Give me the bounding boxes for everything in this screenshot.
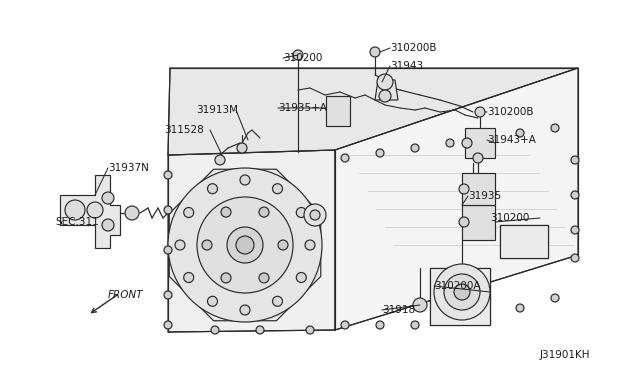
Text: 31935: 31935 [468,191,501,201]
Text: J31901KH: J31901KH [540,350,591,360]
Circle shape [370,47,380,57]
Circle shape [571,226,579,234]
Ellipse shape [197,197,293,293]
Polygon shape [335,68,578,330]
Circle shape [125,206,139,220]
Circle shape [306,326,314,334]
Polygon shape [168,150,335,332]
Text: 31918: 31918 [382,305,415,315]
Circle shape [481,134,489,142]
Circle shape [454,284,470,300]
Text: 310200: 310200 [490,213,529,223]
Circle shape [296,273,307,282]
Circle shape [211,326,219,334]
Text: 31935+A: 31935+A [278,103,327,113]
Circle shape [259,273,269,283]
Circle shape [475,107,485,117]
Circle shape [102,192,114,204]
Circle shape [459,217,469,227]
Polygon shape [500,225,548,258]
Circle shape [571,156,579,164]
Circle shape [240,175,250,185]
Text: 31943+A: 31943+A [487,135,536,145]
Circle shape [377,74,393,90]
Circle shape [102,219,114,231]
Circle shape [413,298,427,312]
Circle shape [202,240,212,250]
Circle shape [446,316,454,324]
Text: 311528: 311528 [164,125,204,135]
Ellipse shape [236,236,254,254]
Circle shape [551,124,559,132]
Circle shape [164,291,172,299]
Circle shape [184,273,194,282]
Circle shape [278,240,288,250]
Circle shape [341,321,349,329]
Circle shape [207,296,218,306]
Circle shape [411,144,419,152]
Circle shape [207,184,218,194]
Circle shape [221,207,231,217]
Circle shape [305,240,315,250]
Circle shape [164,206,172,214]
Text: 310200: 310200 [283,53,323,63]
Circle shape [273,296,282,306]
Circle shape [164,246,172,254]
Text: 310200A: 310200A [434,281,481,291]
Circle shape [411,321,419,329]
Circle shape [293,50,303,60]
Circle shape [379,90,391,102]
Circle shape [164,321,172,329]
Polygon shape [375,80,398,100]
Text: SEC.311: SEC.311 [55,217,99,227]
Circle shape [376,321,384,329]
Circle shape [516,304,524,312]
Circle shape [273,184,282,194]
Circle shape [175,240,185,250]
Polygon shape [430,268,490,325]
Text: 310200B: 310200B [487,107,534,117]
Circle shape [184,208,194,218]
Polygon shape [60,175,120,248]
Polygon shape [462,173,495,205]
Circle shape [481,311,489,319]
Circle shape [376,149,384,157]
Circle shape [571,191,579,199]
Polygon shape [462,205,495,240]
Circle shape [434,264,490,320]
Ellipse shape [310,210,320,220]
Ellipse shape [227,227,263,263]
Polygon shape [326,96,350,126]
Text: 31943: 31943 [390,61,423,71]
Ellipse shape [168,168,322,322]
Circle shape [571,254,579,262]
Text: 31937N: 31937N [108,163,149,173]
Polygon shape [168,68,578,155]
Circle shape [215,155,225,165]
Circle shape [459,184,469,194]
Circle shape [516,129,524,137]
Circle shape [296,208,307,218]
Circle shape [87,202,103,218]
Circle shape [551,294,559,302]
Circle shape [164,171,172,179]
Circle shape [259,207,269,217]
Circle shape [221,273,231,283]
Circle shape [473,153,483,163]
Circle shape [256,326,264,334]
Text: 310200B: 310200B [390,43,436,53]
Text: 31913M: 31913M [196,105,238,115]
Circle shape [240,305,250,315]
Circle shape [65,200,85,220]
Circle shape [341,154,349,162]
Polygon shape [465,128,495,158]
Circle shape [446,139,454,147]
Ellipse shape [304,204,326,226]
Circle shape [444,274,480,310]
Text: FRONT: FRONT [108,290,143,300]
Polygon shape [169,169,321,321]
Circle shape [462,138,472,148]
Circle shape [237,143,247,153]
